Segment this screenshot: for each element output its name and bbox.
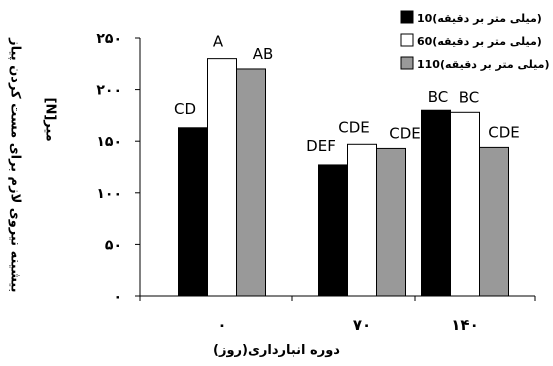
legend-label: 60(میلی متر بر دقیقه) — [417, 35, 542, 48]
y-tick-label: ١۵٠ — [96, 134, 122, 150]
x-axis-label: دوره انبارداری(روز) — [213, 343, 340, 358]
bar-data-label: CD — [174, 100, 196, 118]
y-tick-label: ٢۵٠ — [96, 31, 122, 47]
legend-swatch — [400, 33, 414, 47]
bar-data-label: A — [213, 33, 224, 51]
bar — [421, 109, 451, 297]
bar — [178, 127, 208, 297]
y-tick-label: ١٠٠ — [96, 186, 122, 202]
x-tick-label: ١۴٠ — [451, 316, 478, 334]
bar-data-label: BC — [428, 88, 449, 106]
bar-data-label: CDE — [338, 118, 370, 136]
bar-data-label: CDE — [488, 123, 520, 141]
bar-data-label: CDE — [389, 124, 421, 142]
bar — [347, 143, 377, 297]
bar-data-label: AB — [253, 45, 274, 63]
bar — [450, 111, 480, 297]
bar-data-label: BC — [459, 88, 480, 106]
bar — [207, 58, 237, 297]
x-tick-label: ٧٠ — [353, 316, 371, 334]
bar — [376, 147, 406, 297]
legend-label: 110(میلی متر بر دقیقه) — [417, 58, 549, 71]
bar — [318, 164, 348, 297]
legend-label: 10(میلی متر بر دقیقه) — [417, 12, 542, 25]
x-tick-label: ٠ — [217, 316, 226, 334]
bar-data-label: DEF — [306, 137, 336, 155]
bar — [236, 68, 266, 297]
y-tick-label: ٢٠٠ — [96, 83, 122, 99]
legend-swatch — [400, 10, 414, 24]
y-tick-label: ٠ — [113, 289, 122, 305]
y-tick-label: ۵٠ — [105, 237, 122, 253]
legend-swatch — [400, 56, 414, 70]
bar — [479, 146, 509, 297]
